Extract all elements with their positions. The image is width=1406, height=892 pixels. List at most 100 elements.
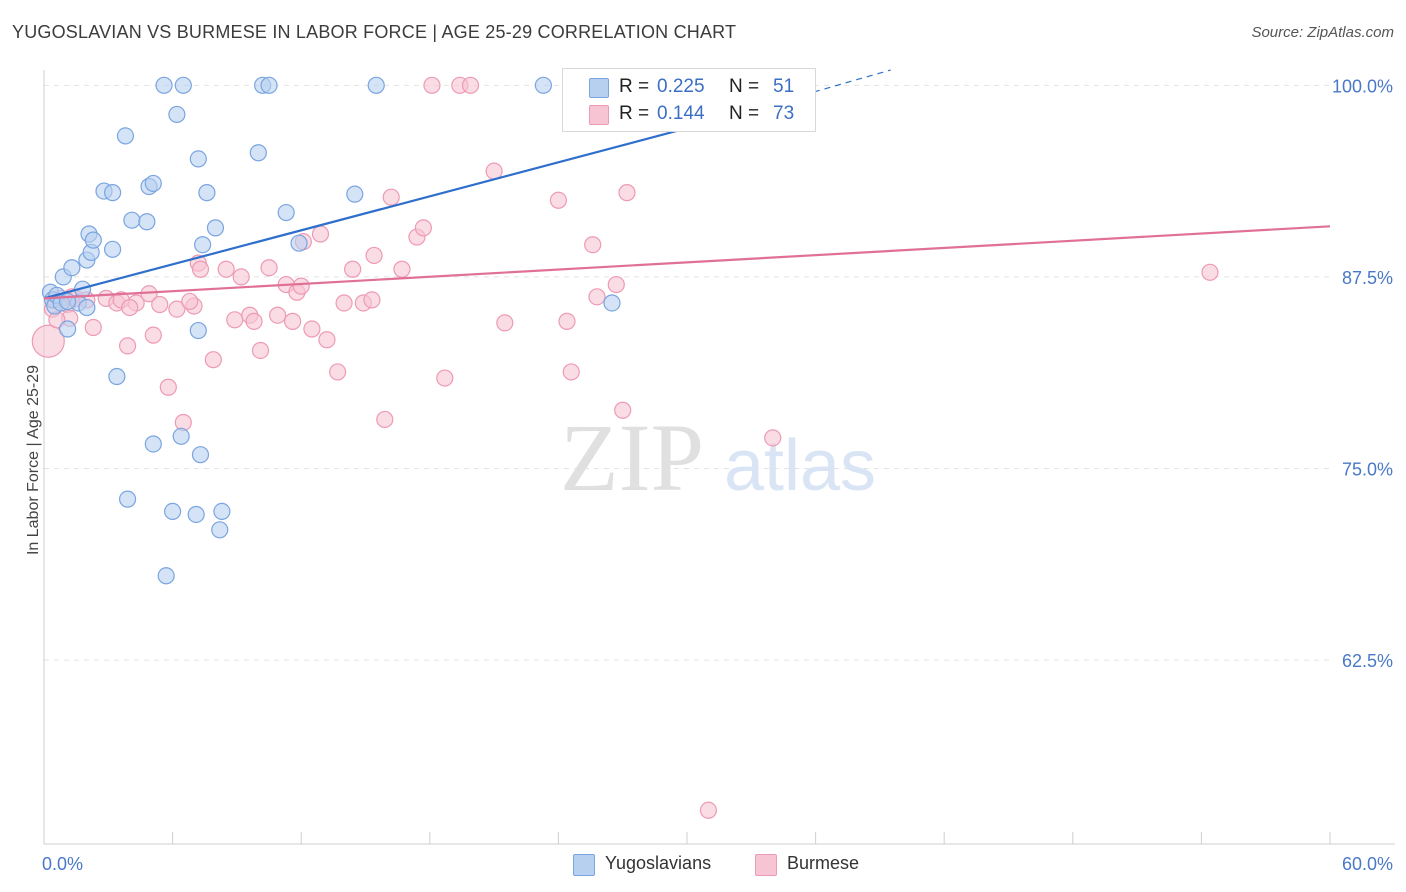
data-point: [31, 324, 65, 358]
legend: Yugoslavians Burmese: [0, 852, 1406, 878]
data-point: [335, 294, 353, 312]
data-point: [251, 341, 270, 360]
x-tick-label: 60.0%: [1342, 854, 1393, 874]
burmese-points: [31, 76, 1219, 819]
data-point: [84, 231, 102, 249]
data-point: [318, 331, 336, 349]
data-point: [1201, 263, 1219, 281]
data-point: [191, 446, 210, 464]
data-point: [168, 300, 186, 318]
data-point: [603, 294, 621, 312]
data-point: [118, 490, 137, 508]
source-label: Source: ZipAtlas.com: [1251, 24, 1394, 41]
data-point: [232, 268, 250, 286]
stats-row-burmese: R = 0.144 N = 73: [563, 102, 815, 128]
data-point: [78, 298, 96, 317]
data-point: [181, 292, 199, 311]
data-point: [365, 246, 383, 265]
data-point: [618, 184, 636, 202]
data-point: [260, 259, 278, 277]
data-point: [562, 363, 580, 381]
data-point: [329, 363, 347, 381]
data-point: [164, 502, 182, 521]
data-point: [118, 337, 137, 355]
watermark-zip: ZIP: [560, 404, 704, 511]
data-point: [346, 185, 364, 203]
data-point: [376, 410, 394, 429]
data-point: [108, 367, 126, 386]
data-point: [249, 144, 267, 162]
data-point: [284, 312, 302, 330]
n-label: N =: [729, 103, 760, 124]
stats-row-yugoslavians: R = 0.225 N = 51: [563, 75, 815, 101]
legend-label-yugoslavians: Yugoslavians: [605, 853, 712, 873]
data-point: [558, 312, 576, 330]
data-point: [191, 260, 210, 278]
data-point: [211, 521, 229, 539]
data-point: [198, 184, 216, 202]
data-point: [204, 351, 222, 369]
r-label: R =: [619, 76, 650, 97]
watermark: ZIP atlas: [560, 404, 876, 511]
data-point: [63, 259, 81, 277]
axes: [43, 70, 1395, 845]
data-point: [151, 295, 169, 314]
data-point: [217, 260, 235, 278]
data-point: [423, 76, 441, 94]
data-point: [245, 312, 263, 330]
data-point: [699, 801, 718, 819]
y-tick-label: 75.0%: [1342, 459, 1393, 479]
data-point: [269, 306, 287, 324]
data-point: [213, 502, 231, 521]
data-point: [172, 427, 190, 445]
data-point: [607, 275, 625, 294]
data-point: [144, 326, 162, 344]
data-point: [155, 76, 173, 94]
x-tick-label: 0.0%: [42, 854, 83, 874]
data-point: [764, 429, 782, 447]
data-point: [206, 219, 225, 237]
data-point: [144, 174, 162, 193]
data-point: [84, 318, 102, 337]
data-point: [414, 219, 432, 237]
data-point: [121, 298, 139, 317]
trend-line-yugoslavians: [43, 127, 688, 300]
data-point: [367, 76, 385, 94]
data-point: [187, 505, 205, 524]
data-point: [103, 240, 122, 258]
data-point: [194, 236, 212, 254]
data-point: [58, 320, 77, 338]
data-point: [461, 76, 480, 94]
data-point: [588, 288, 606, 306]
yugoslavian-points: [41, 76, 621, 585]
grid-lines: [44, 84, 1330, 661]
data-point: [103, 184, 122, 202]
data-point: [189, 150, 207, 168]
data-point: [290, 234, 308, 252]
data-point: [584, 236, 602, 254]
data-point: [168, 105, 186, 124]
trend-line-burmese: [43, 225, 1331, 300]
data-point: [382, 188, 400, 206]
data-point: [260, 76, 278, 94]
y-axis-label: In Labor Force | Age 25-29: [25, 364, 42, 556]
legend-label-burmese: Burmese: [787, 853, 860, 873]
data-point: [303, 320, 321, 338]
data-point: [157, 567, 175, 585]
y-axis-label-wrap: In Labor Force | Age 25-29: [4, 310, 44, 610]
data-point: [123, 211, 141, 229]
r-label: R =: [619, 103, 650, 124]
n-value-burmese: 73: [773, 103, 795, 124]
chart-title: YUGOSLAVIAN VS BURMESE IN LABOR FORCE | …: [12, 22, 737, 42]
data-point: [159, 378, 177, 396]
data-point: [277, 203, 295, 222]
data-point: [144, 435, 162, 453]
data-point: [534, 76, 552, 94]
data-point: [393, 260, 411, 278]
data-point: [189, 321, 207, 340]
tick-labels: 100.0% 87.5% 75.0% 62.5% 0.0% 60.0%: [42, 76, 1393, 874]
data-point: [363, 291, 381, 309]
legend-swatch-yugoslavians: [573, 854, 595, 876]
data-point: [496, 314, 514, 332]
